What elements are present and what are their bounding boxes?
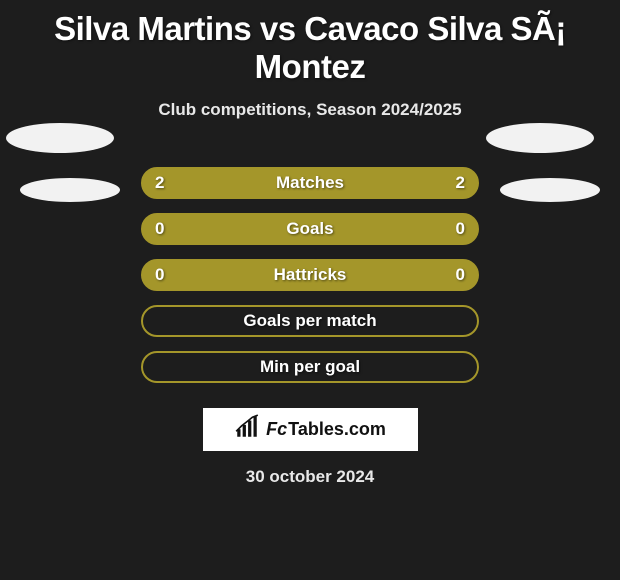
stat-left-value: 0 [155,219,164,239]
date-text: 30 october 2024 [0,467,620,487]
stat-right-value: 2 [456,173,465,193]
club-left-logo [20,178,120,202]
brand-suffix: Tables.com [288,419,386,439]
stat-label: Goals [286,219,333,239]
chart-icon [234,414,260,445]
stat-label: Goals per match [243,311,376,331]
stat-bar-mpg: Min per goal [141,351,479,383]
stat-label: Min per goal [260,357,360,377]
stat-row-gpm: Goals per match [0,298,620,344]
stat-bar-matches: 2 Matches 2 [141,167,479,199]
page-title: Silva Martins vs Cavaco Silva SÃ¡ Montez [0,0,620,86]
player-left-photo [6,123,114,153]
stat-bar-goals: 0 Goals 0 [141,213,479,245]
stat-label: Hattricks [274,265,347,285]
stat-bar-hattricks: 0 Hattricks 0 [141,259,479,291]
club-right-logo [500,178,600,202]
stat-label: Matches [276,173,344,193]
stat-right-value: 0 [456,265,465,285]
stat-left-value: 0 [155,265,164,285]
brand-box: FcTables.com [203,408,418,451]
stat-right-value: 0 [456,219,465,239]
stat-row-goals: 0 Goals 0 [0,206,620,252]
stat-row-hattricks: 0 Hattricks 0 [0,252,620,298]
brand-prefix: Fc [266,419,287,439]
subtitle: Club competitions, Season 2024/2025 [0,100,620,120]
stat-bar-gpm: Goals per match [141,305,479,337]
brand-text: FcTables.com [266,419,386,440]
stat-left-value: 2 [155,173,164,193]
stat-row-mpg: Min per goal [0,344,620,390]
player-right-photo [486,123,594,153]
